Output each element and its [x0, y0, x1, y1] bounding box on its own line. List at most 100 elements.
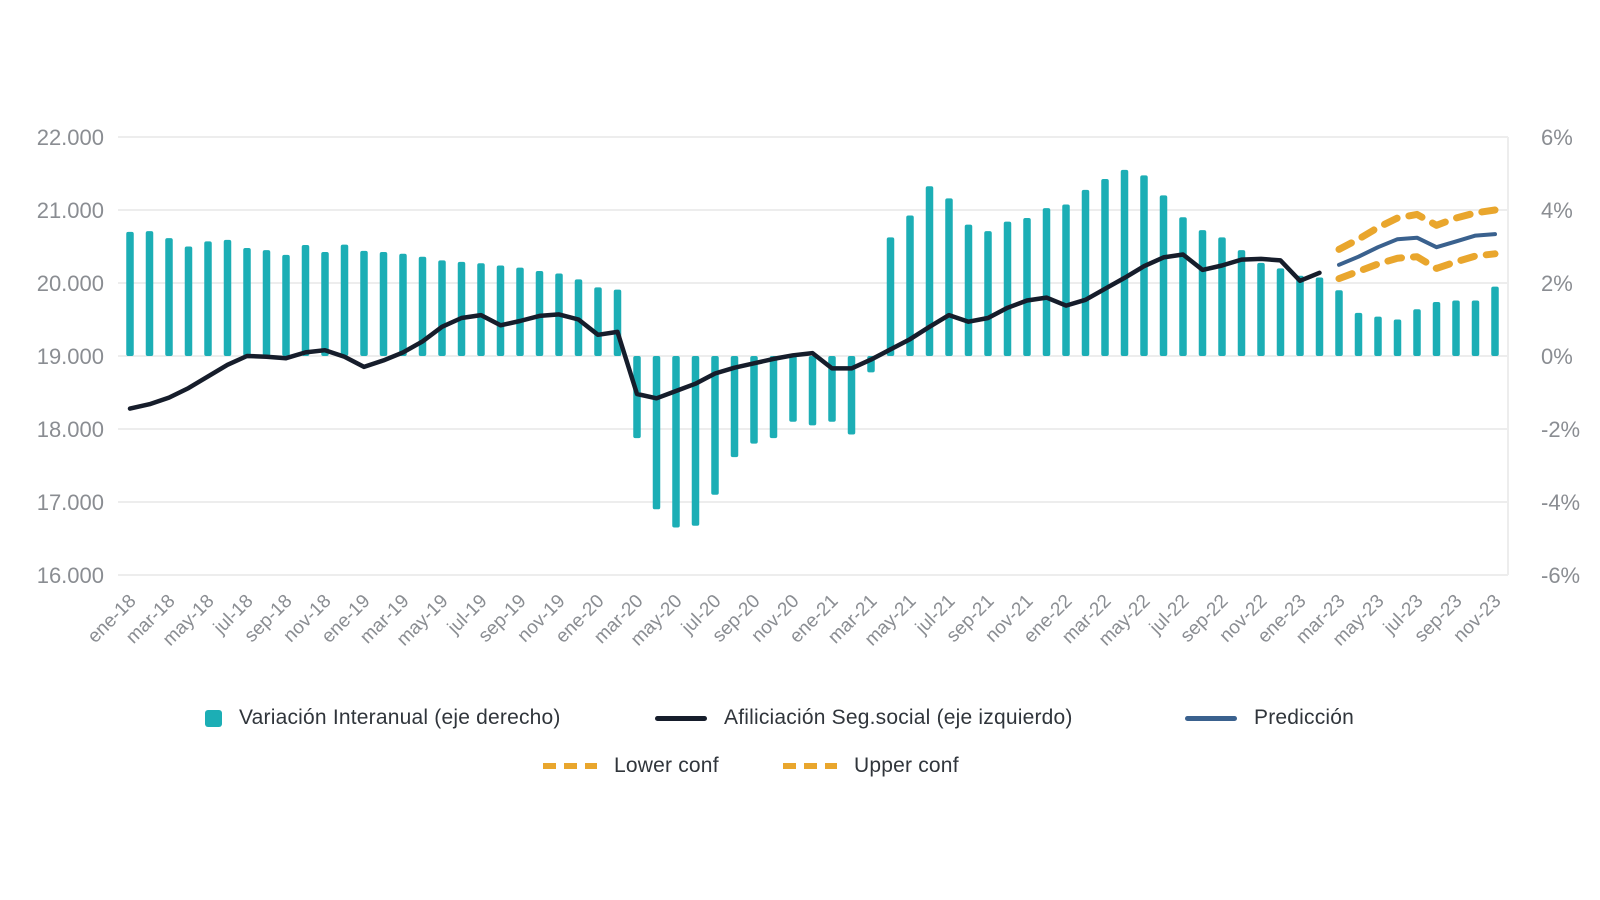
left-axis-ticks: 22.000 21.000 20.000 19.000 18.000 17.000 16.0…: [37, 125, 104, 588]
legend-label-afiliacion: Afiliciación Seg.social (eje izquierdo): [724, 706, 1073, 729]
right-axis-ticks: 6% 4% 2% 0% -2% -4% -6%: [1541, 125, 1580, 588]
affiliation-forecast-chart: 22.000 21.000 20.000 19.000 18.000 17.000 16.0…: [37, 125, 1580, 651]
left-axis-tick-label: 21.000: [37, 198, 104, 223]
bar-oct-21: [1003, 221, 1012, 356]
bar-mar-22: [1101, 178, 1109, 356]
bar-jun-20: [691, 356, 700, 526]
bar-feb-19: [379, 251, 388, 356]
bar-mar-23: [1335, 290, 1343, 356]
bar-abr-21: [886, 237, 895, 356]
bar-jul-21: [945, 198, 953, 356]
right-axis-tick-label: -2%: [1541, 417, 1580, 442]
left-axis-tick-label: 20.000: [37, 271, 104, 296]
legend-item-afiliacion: Afiliciación Seg.social (eje izquierdo): [655, 703, 1073, 733]
left-axis-tick-label: 16.000: [37, 563, 104, 588]
bar-may-19: [438, 260, 446, 356]
bar-abr-23: [1354, 312, 1363, 356]
bar-sep-22: [1218, 237, 1226, 356]
bar-jun-22: [1159, 195, 1168, 356]
right-axis-tick-label: -6%: [1541, 563, 1580, 588]
lower-conf-line: [1335, 250, 1499, 283]
bar-ago-19: [496, 265, 505, 356]
bar-ago-21: [964, 224, 973, 356]
bar-jun-21: [925, 186, 934, 356]
bar-may-21: [906, 215, 914, 356]
bar-jul-23: [1413, 309, 1421, 356]
legend-item-lower-conf: Lower conf: [543, 751, 719, 781]
bar-ene-18: [126, 231, 134, 356]
bar-abr-18: [184, 246, 193, 356]
legend-item-upper-conf: Upper conf: [783, 751, 959, 781]
right-axis-tick-label: -4%: [1541, 490, 1580, 515]
right-axis-tick-label: 2%: [1541, 271, 1573, 296]
x-axis-ticks: ene-18mar-18may-18jul-18sep-18nov-18ene-…: [84, 591, 1506, 651]
bar-dic-22: [1276, 268, 1285, 356]
left-axis-tick-label: 22.000: [37, 125, 104, 150]
variacion-bar-series: [126, 169, 1499, 528]
bar-oct-20: [769, 356, 778, 439]
bar-nov-18: [321, 251, 329, 356]
bar-ene-22: [1062, 204, 1070, 356]
bar-jul-19: [477, 263, 485, 356]
right-axis-tick-label: 6%: [1541, 125, 1573, 150]
legend-marker-upper-conf-dashes: [783, 763, 837, 769]
bar-mar-18: [165, 238, 173, 356]
bar-jun-23: [1393, 319, 1402, 356]
legend-marker-lower-conf-dashes: [543, 763, 597, 769]
bar-sep-21: [984, 231, 992, 356]
bar-jul-18: [243, 247, 251, 356]
bar-sep-18: [282, 254, 290, 356]
bar-nov-23: [1491, 286, 1499, 356]
bar-may-23: [1374, 316, 1382, 356]
bar-ene-23: [1296, 275, 1304, 356]
left-axis-tick-label: 19.000: [37, 344, 104, 369]
bar-feb-21: [847, 356, 856, 435]
bar-jul-22: [1179, 217, 1187, 356]
afiliacion-line: [127, 252, 1322, 411]
bar-feb-22: [1081, 189, 1090, 356]
legend-label-prediccion: Predicción: [1254, 706, 1355, 729]
bar-sep-20: [750, 356, 758, 444]
bar-nov-21: [1023, 218, 1031, 356]
legend-marker-variacion-square: [205, 709, 222, 727]
bar-ene-20: [594, 287, 602, 356]
bar-dic-20: [808, 356, 817, 426]
bar-ago-18: [262, 250, 271, 356]
bar-abr-20: [652, 356, 661, 510]
bar-ago-20: [730, 356, 739, 458]
bar-ene-19: [360, 250, 368, 356]
legend-label-upper-conf: Upper conf: [854, 754, 959, 777]
bar-ago-23: [1432, 301, 1441, 356]
upper-conf-line: [1335, 206, 1499, 253]
bar-jun-18: [223, 239, 232, 356]
bar-abr-19: [418, 256, 427, 356]
bar-oct-18: [301, 245, 310, 356]
bar-ene-21: [828, 356, 836, 422]
y-gridlines: [118, 136, 1508, 576]
bar-ago-22: [1198, 230, 1207, 356]
prediccion-line: [1337, 232, 1497, 267]
right-axis-tick-label: 0%: [1541, 344, 1573, 369]
left-axis-tick-label: 18.000: [37, 417, 104, 442]
bar-jul-20: [711, 356, 719, 495]
bar-feb-23: [1315, 277, 1324, 356]
bar-feb-18: [145, 231, 154, 356]
bar-may-20: [672, 356, 680, 528]
bar-dic-21: [1042, 208, 1051, 356]
bar-jun-19: [457, 261, 466, 356]
bar-sep-19: [516, 267, 524, 356]
right-axis-tick-label: 4%: [1541, 198, 1573, 223]
legend-marker-prediccion-line: [1185, 715, 1237, 721]
bar-mar-19: [399, 253, 407, 356]
bar-oct-23: [1471, 300, 1480, 356]
bar-nov-22: [1257, 262, 1265, 356]
bar-nov-20: [789, 356, 797, 422]
legend-label-lower-conf: Lower conf: [614, 754, 719, 777]
bar-dic-18: [340, 244, 349, 356]
bar-mar-20: [633, 356, 641, 439]
legend-marker-afiliacion-line: [655, 715, 707, 721]
legend-label-variacion: Variación Interanual (eje derecho): [239, 706, 561, 729]
bar-oct-22: [1237, 250, 1246, 356]
legend-item-prediccion: Predicción: [1185, 703, 1354, 733]
